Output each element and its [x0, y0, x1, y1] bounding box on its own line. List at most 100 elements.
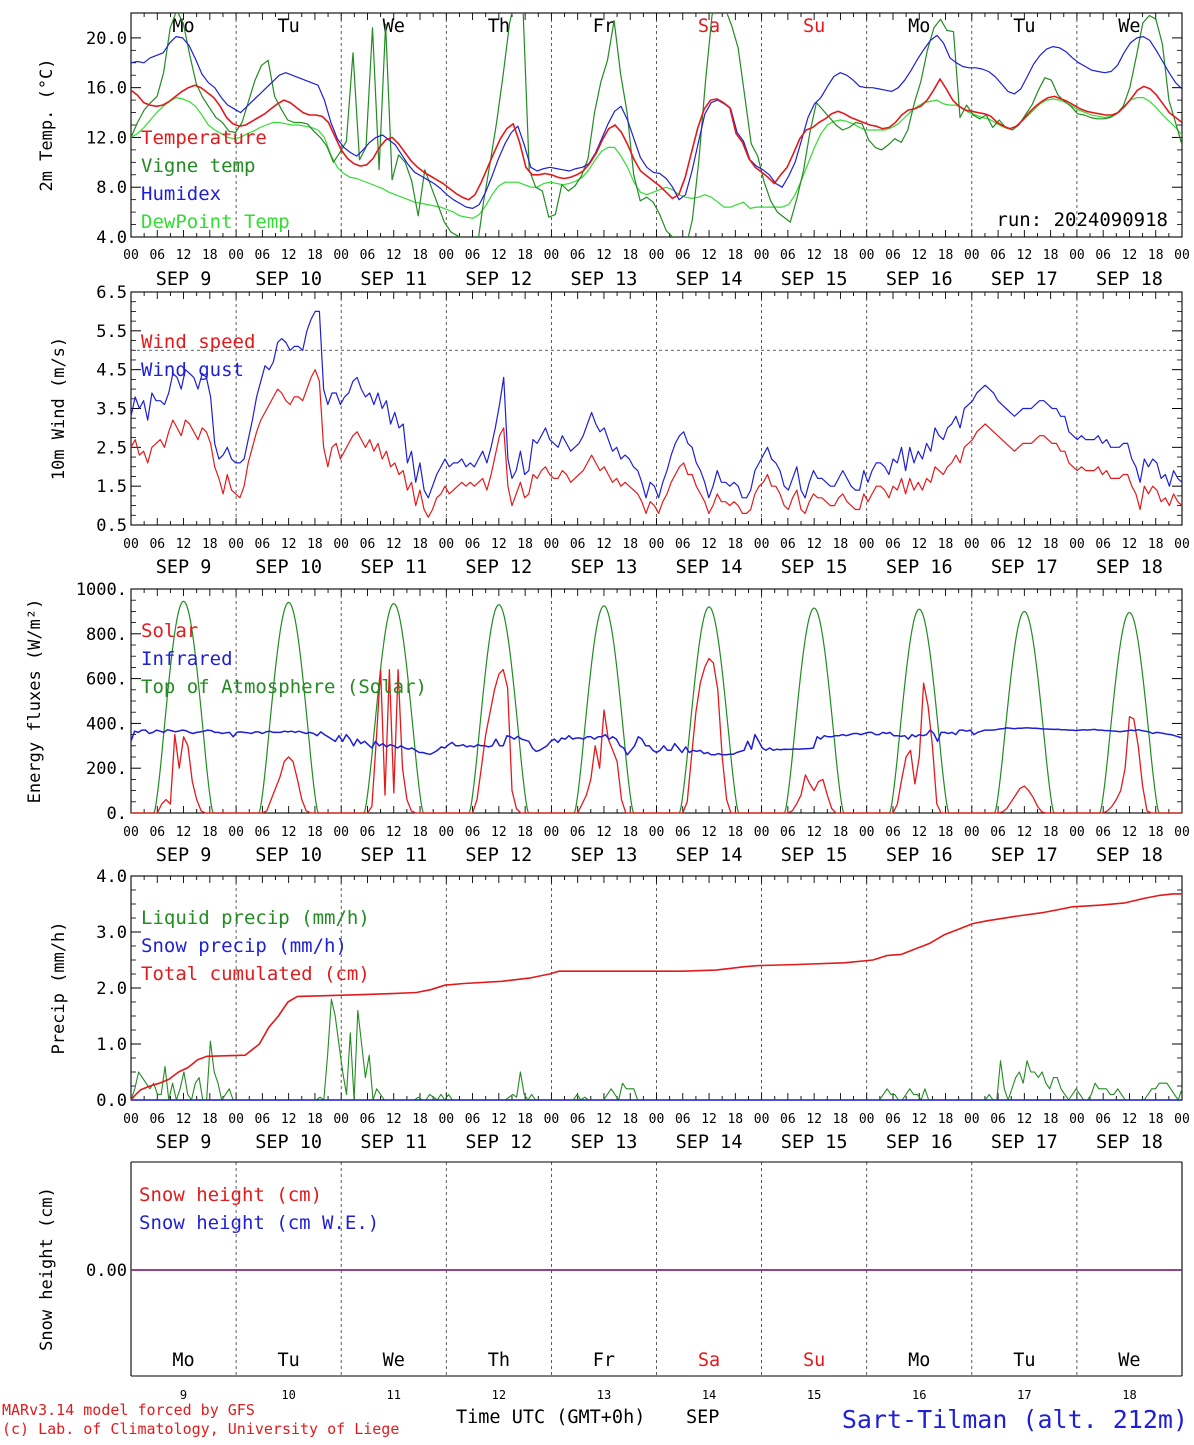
date-label: SEP 13 [571, 1132, 638, 1153]
hour-tick-label: 00 [123, 1112, 139, 1127]
date-label: SEP 9 [156, 269, 212, 290]
hour-tick-label: 06 [675, 1112, 691, 1127]
hour-tick-label: 12 [1122, 537, 1138, 552]
hour-tick-label: 00 [859, 1112, 875, 1127]
month-label: SEP [686, 1407, 719, 1428]
legend-humidex: Humidex [141, 183, 221, 205]
date-label: SEP 16 [886, 269, 953, 290]
hour-tick-label: 18 [517, 825, 533, 840]
hour-tick-label: 18 [202, 1112, 218, 1127]
y-axis-label: Energy fluxes (W/m²) [25, 599, 45, 804]
date-label: SEP 10 [255, 1132, 322, 1153]
hour-tick-label: 12 [911, 825, 927, 840]
hour-tick-label: 06 [149, 1112, 165, 1127]
hour-tick-label: 12 [1122, 1112, 1138, 1127]
date-label: SEP 14 [676, 845, 743, 866]
y-tick-label: 16.0 [86, 79, 127, 99]
hour-tick-label: 12 [701, 248, 717, 263]
hour-tick-label: 00 [438, 248, 454, 263]
date-label: SEP 18 [1096, 845, 1163, 866]
hour-tick-label: 06 [885, 248, 901, 263]
hour-tick-label: 18 [202, 537, 218, 552]
hour-tick-label: 18 [727, 1112, 743, 1127]
wind-series [130, 310, 1183, 518]
legend-snow-precip-mm-h: Snow precip (mm/h) [141, 935, 347, 957]
y-tick-label: 1.5 [96, 477, 127, 497]
hour-tick-label: 06 [570, 825, 586, 840]
date-label: SEP 18 [1096, 557, 1163, 578]
hour-tick-label: 12 [386, 248, 402, 263]
hour-tick-label: 12 [911, 1112, 927, 1127]
hour-tick-label: 12 [806, 825, 822, 840]
date-label: SEP 13 [571, 269, 638, 290]
energy-series [130, 600, 1183, 814]
weekday-label: Mo [172, 1350, 194, 1371]
hour-tick-label: 18 [412, 537, 428, 552]
weekday-label: Sa [698, 16, 720, 37]
panel-snow-frame: 0.00 Snow height (cm) [37, 1161, 1183, 1377]
hour-tick-label: 06 [570, 537, 586, 552]
model-credit: MARv3.14 model forced by GFS [2, 1401, 255, 1419]
weekday-label: Tu [1013, 16, 1035, 37]
hour-tick-label: 00 [754, 825, 770, 840]
date-label: SEP 12 [465, 845, 532, 866]
hour-tick-label: 00 [1174, 1112, 1190, 1127]
hour-tick-label: 06 [990, 1112, 1006, 1127]
hour-tick-label: 12 [281, 248, 297, 263]
hour-tick-label: 00 [754, 1112, 770, 1127]
hour-tick-label: 06 [360, 1112, 376, 1127]
hour-tick-label: 00 [1174, 537, 1190, 552]
y-tick-label: 1000. [76, 580, 127, 600]
hour-tick-label: 12 [596, 825, 612, 840]
y-tick-label: 0.00 [86, 1261, 127, 1281]
hour-tick-label: 18 [622, 825, 638, 840]
date-label: SEP 11 [360, 1132, 427, 1153]
legend-wind-gust: Wind gust [141, 359, 244, 381]
hour-tick-label: 12 [1017, 825, 1033, 840]
hour-tick-label: 00 [1174, 248, 1190, 263]
hour-tick-label: 12 [176, 1112, 192, 1127]
hour-tick-label: 00 [859, 825, 875, 840]
weekday-label: We [1118, 16, 1140, 37]
plot-border [130, 12, 1183, 238]
hour-tick-label: 06 [1095, 1112, 1111, 1127]
hour-tick-label: 00 [964, 537, 980, 552]
hour-tick-label: 12 [806, 537, 822, 552]
hour-tick-label: 12 [176, 248, 192, 263]
hour-tick-label: 12 [701, 537, 717, 552]
date-label: SEP 15 [781, 269, 848, 290]
run-annotation: run: 2024090918 [996, 209, 1168, 231]
date-label: SEP 17 [991, 845, 1058, 866]
hour-tick-label: 06 [780, 825, 796, 840]
date-label: SEP 11 [360, 269, 427, 290]
hour-tick-label: 18 [833, 825, 849, 840]
series-total-cumulated-cm [130, 893, 1182, 1101]
date-label: SEP 9 [156, 1132, 212, 1153]
date-label: SEP 10 [255, 269, 322, 290]
hour-tick-label: 00 [123, 248, 139, 263]
day-number-label: 17 [1017, 1388, 1031, 1402]
panel-energy-frame: 0. 200. 400. 600. 800. 1000. Energy fluxes (W/… [25, 580, 1190, 866]
y-tick-label: 0. [107, 804, 127, 824]
hour-tick-label: 12 [1017, 537, 1033, 552]
legend-liquid-precip-mm-h: Liquid precip (mm/h) [141, 907, 370, 929]
hour-tick-label: 12 [386, 825, 402, 840]
hour-tick-label: 12 [176, 537, 192, 552]
hour-tick-label: 00 [123, 825, 139, 840]
hour-tick-label: 06 [360, 248, 376, 263]
date-label: SEP 12 [465, 269, 532, 290]
hour-tick-label: 06 [990, 248, 1006, 263]
hour-tick-label: 18 [1043, 825, 1059, 840]
weekday-label: Th [488, 16, 510, 37]
hour-tick-label: 18 [412, 1112, 428, 1127]
hour-tick-label: 00 [649, 1112, 665, 1127]
legend-solar: Solar [141, 620, 198, 642]
hour-tick-label: 06 [465, 248, 481, 263]
legend-snow-height-cm-w-e: Snow height (cm W.E.) [139, 1212, 379, 1234]
weekday-label: Su [803, 1350, 825, 1371]
weekday-label: Tu [278, 1350, 300, 1371]
date-label: SEP 14 [676, 1132, 743, 1153]
hour-tick-label: 00 [1174, 825, 1190, 840]
day-number-label: 10 [281, 1388, 295, 1402]
